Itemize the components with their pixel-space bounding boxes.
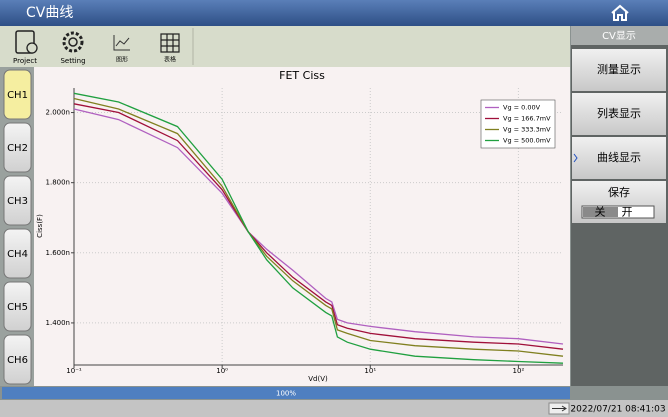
project-button[interactable]: Project [13,30,38,65]
axes [73,88,563,366]
gear-icon [62,31,84,53]
channel-bg[interactable] [3,175,32,226]
save-label: 保存 [608,185,630,199]
graph-icon [113,35,130,51]
project-icon [15,30,35,54]
y-tick-label: 1.600n [46,249,70,257]
toolbar-label: Setting [60,57,85,65]
table-icon [160,33,180,53]
x-axis-label: Vd(V) [308,375,328,383]
channel-bg[interactable] [3,122,32,173]
toggle-off: 关 [595,205,606,219]
chart: FET Ciss Vd(V) Ciss(F) 1.400n 1.600n 1.800… [36,69,564,383]
panel-button-label: 曲线显示 [597,150,641,164]
panel-button-label: 测量显示 [597,63,641,76]
x-tick-label: 10¹ [364,367,376,375]
series-line [73,97,564,357]
channel-label: CH6 [7,355,28,366]
table-button[interactable]: 表格 [160,33,180,64]
channel-button[interactable]: CH3 [3,175,32,226]
toggle-off-active [583,207,618,217]
status-bar [0,400,668,417]
x-tick-label: 10² [513,367,525,375]
legend-label: Vg = 0.00V [503,104,541,112]
progress-bar [2,387,570,399]
y-tick-label: 1.800n [46,179,70,187]
channel-label: CH2 [7,143,28,154]
y-tick-label: 2.000n [46,109,70,117]
panel-button-bg[interactable] [572,93,666,135]
home-icon [611,4,629,21]
legend-label: Vg = 500.0mV [503,137,551,145]
series-line [73,108,564,345]
toggle-on: 开 [622,206,633,219]
channel-label: CH5 [7,302,28,313]
datetime: 2022/07/21 08:41:03 [570,405,665,415]
save-button[interactable]: 保存 关 开 [572,181,666,223]
channel-bg[interactable] [3,334,32,385]
channel-button[interactable]: CH1 [3,69,32,120]
selected-marker [573,153,578,163]
channel-label: CH3 [7,196,28,207]
channel-label: CH1 [7,90,28,101]
toolbar-label: 图形 [116,56,128,64]
progress-label: 100% [276,390,296,398]
channel-button[interactable]: CH2 [3,122,32,173]
toolbar [0,26,570,67]
panel-button[interactable]: 列表显示 [572,93,666,135]
channel-button[interactable]: CH4 [3,228,32,279]
legend-label: Vg = 333.3mV [503,126,551,134]
channel-bg[interactable] [3,281,32,332]
panel-button[interactable]: 测量显示 [572,49,666,91]
gear-icon-center [68,37,78,47]
panel-button-label: 列表显示 [597,106,641,120]
legend-label: Vg = 166.7mV [503,115,551,123]
app-title: CV曲线 [26,5,73,21]
series-line [73,92,564,364]
setting-button[interactable]: Setting [60,31,86,65]
channel-column [0,67,34,386]
channel-label: CH4 [7,249,28,260]
channel-bg[interactable] [3,69,32,120]
panel-title: CV显示 [602,30,636,42]
x-tick-label: 10⁻¹ [66,367,82,375]
graph-button[interactable]: 图形 [113,35,130,64]
usb-glyph [552,405,567,412]
channel-list: CH1 CH2 CH3 CH4 CH5 CH6 [3,69,32,385]
y-axis-label: Ciss(F) [36,214,44,238]
home-button[interactable] [600,2,640,24]
series-line [73,103,564,350]
project-icon-plus [26,42,38,54]
channel-bg[interactable] [3,228,32,279]
toolbar-label: Project [13,57,37,65]
panel-header [571,26,668,45]
panel-button[interactable]: 曲线显示 [572,137,666,179]
chart-title: FET Ciss [279,69,325,82]
y-tick-label: 1.400n [46,319,70,327]
panel-button-bg[interactable] [572,137,666,179]
channel-button[interactable]: CH5 [3,281,32,332]
channel-button[interactable]: CH6 [3,334,32,385]
toolbar-label: 表格 [164,56,176,64]
chart-area [34,67,570,386]
title-bar [0,0,668,26]
panel-button-bg[interactable] [572,49,666,91]
x-tick-label: 10⁰ [216,367,228,375]
